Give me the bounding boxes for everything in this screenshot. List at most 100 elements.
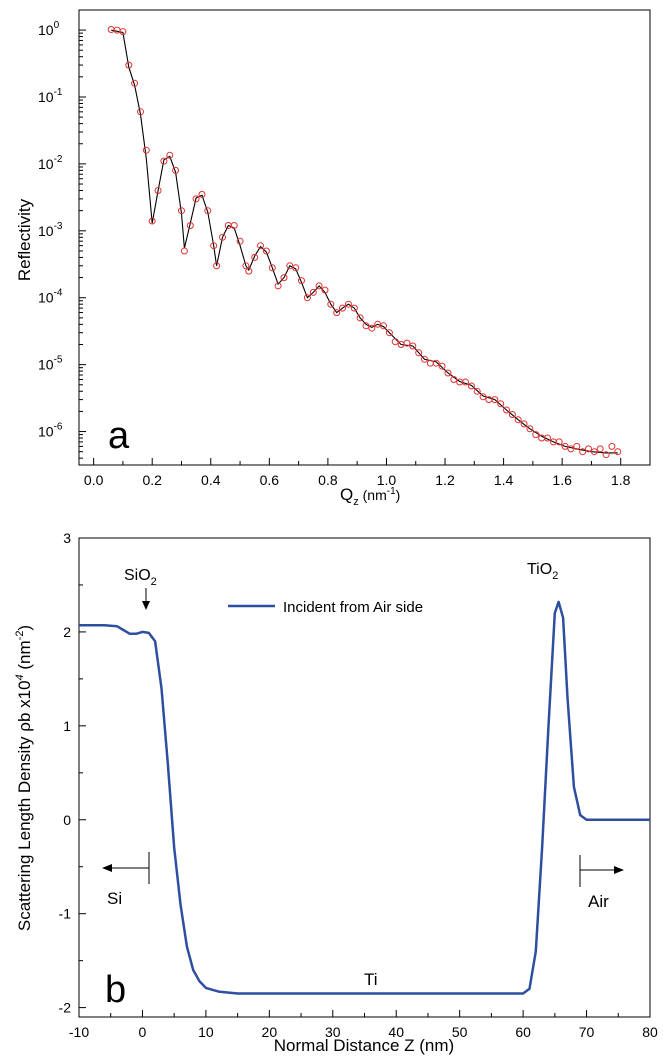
data-point xyxy=(503,406,510,414)
data-point xyxy=(497,400,505,408)
data-point xyxy=(172,166,180,174)
x-label-unit-close: ) xyxy=(396,487,401,503)
data-point xyxy=(230,222,238,229)
y-tick-exponent: -2 xyxy=(54,154,63,165)
y-tick-label: 10-4 xyxy=(38,288,63,306)
data-point xyxy=(160,157,168,165)
x-tick-label: 0.0 xyxy=(84,472,104,488)
data-point xyxy=(432,359,440,367)
data-point xyxy=(579,448,587,456)
data-point xyxy=(286,262,294,270)
data-point xyxy=(180,247,188,255)
y-tick-label: 10-1 xyxy=(38,87,63,105)
data-point xyxy=(309,288,317,296)
panel-a-x-axis: 0.0 0.2 0.4 0.6 0.8 1.0 1.2 1.4 1.6 1.8 xyxy=(84,458,631,488)
panel-a-fit-series xyxy=(111,29,618,454)
data-point xyxy=(403,339,411,347)
data-point xyxy=(213,262,221,270)
data-point xyxy=(590,448,598,456)
data-point xyxy=(268,264,276,272)
data-point xyxy=(508,411,516,418)
data-point xyxy=(532,431,540,439)
panel-b-sld-series xyxy=(79,600,650,995)
data-point xyxy=(327,300,335,308)
y-tick-exponent: 0 xyxy=(54,20,60,31)
y-tick-label: 0 xyxy=(63,812,71,828)
annotation-air: Air xyxy=(588,892,609,911)
x-label-unit: (nm xyxy=(359,487,387,503)
tio2-subscript: 2 xyxy=(552,570,558,582)
x-tick-label: 1.6 xyxy=(552,472,572,488)
y-tick-label: -2 xyxy=(59,1000,72,1016)
annotation-tio2: TiO2 xyxy=(527,561,558,582)
fit-line xyxy=(111,29,618,454)
x-tick-label: 0.4 xyxy=(201,472,221,488)
data-point xyxy=(137,108,144,116)
data-point xyxy=(526,425,534,433)
legend-entry: Incident from Air side xyxy=(283,599,423,616)
data-point xyxy=(154,187,162,194)
y-tick-label: 2 xyxy=(63,624,71,640)
y-tick-label: -1 xyxy=(59,906,72,922)
data-point xyxy=(520,420,528,428)
x-tick-label: 30 xyxy=(325,1024,341,1040)
si-arrow-head xyxy=(102,864,112,872)
data-point xyxy=(555,438,563,446)
data-point xyxy=(573,442,581,450)
sio2-arrow-head xyxy=(142,601,150,610)
y-label-unit: (nm xyxy=(15,640,34,674)
data-point xyxy=(204,207,212,215)
x-tick-label: 80 xyxy=(642,1024,658,1040)
x-tick-label: 40 xyxy=(388,1024,404,1040)
data-point xyxy=(344,300,352,308)
y-tick-exponent: -5 xyxy=(54,355,63,366)
x-tick-label: 70 xyxy=(579,1024,595,1040)
y-tick-base: 10 xyxy=(38,156,54,172)
data-point xyxy=(242,262,250,270)
data-point xyxy=(321,286,329,294)
panel-a-x-axis-label: Qz (nm-1) xyxy=(340,485,400,508)
y-tick-label: 10-5 xyxy=(38,355,63,373)
data-point xyxy=(178,207,185,215)
data-point xyxy=(479,393,487,401)
panel-a-label: a xyxy=(108,415,130,457)
y-label-unit-exponent: -2 xyxy=(14,631,26,641)
panel-a-y-axis-label: Reflectivity xyxy=(15,198,34,281)
data-point xyxy=(315,282,323,290)
sld-profile-line xyxy=(79,600,650,995)
data-point xyxy=(257,242,264,250)
y-tick-label: 10-6 xyxy=(38,422,63,440)
data-point xyxy=(350,304,358,312)
data-point xyxy=(192,195,200,203)
annotation-si: Si xyxy=(107,889,122,908)
y-tick-base: 10 xyxy=(38,22,54,38)
y-tick-base: 10 xyxy=(38,223,54,239)
data-point xyxy=(467,382,475,390)
x-tick-label: 60 xyxy=(515,1024,531,1040)
y-tick-exponent: -3 xyxy=(54,221,63,232)
data-point xyxy=(368,324,376,332)
data-point xyxy=(544,434,551,442)
data-point xyxy=(608,442,616,450)
x-tick-label: 1.4 xyxy=(494,472,514,488)
data-point xyxy=(473,387,481,395)
data-point xyxy=(113,26,121,34)
data-point xyxy=(380,322,387,330)
panel-b-y-axis-label: Scattering Length Density ρb x104 (nm-2) xyxy=(14,625,34,931)
data-point xyxy=(298,277,305,285)
y-tick-label: 10-2 xyxy=(38,154,63,172)
data-point xyxy=(119,28,127,36)
data-point xyxy=(415,349,423,357)
data-point xyxy=(602,451,610,459)
data-point xyxy=(107,26,115,33)
data-point xyxy=(251,253,259,261)
sio2-main: SiO xyxy=(124,567,151,584)
data-point xyxy=(236,237,244,245)
data-point xyxy=(131,79,139,87)
annotation-ti: Ti xyxy=(364,970,378,989)
y-label-main: Scattering Length Density ρb x10 xyxy=(15,680,34,931)
y-tick-exponent: -4 xyxy=(54,288,63,299)
data-point xyxy=(596,445,604,453)
